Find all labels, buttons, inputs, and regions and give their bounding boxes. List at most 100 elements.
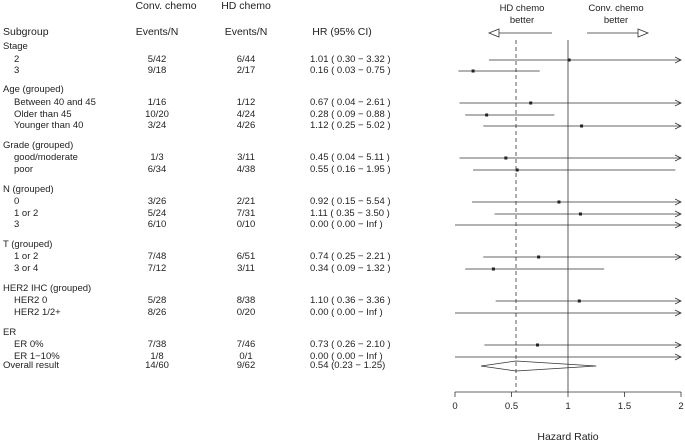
hr-point	[567, 58, 571, 62]
events-hd: 0/20	[236, 307, 256, 318]
ci-arrow	[674, 56, 682, 64]
hr-point	[557, 200, 561, 204]
events-hd: 2/21	[236, 196, 256, 207]
ci-arrow	[674, 99, 682, 107]
hr-point	[580, 124, 584, 128]
events-hd: 6/44	[236, 54, 256, 65]
hr-ci-text: 1.11 ( 0.35 − 3.50 )	[310, 208, 390, 219]
events-conv: 7/12	[147, 263, 167, 274]
hr-point	[504, 156, 508, 160]
events-conv: 3/26	[147, 196, 167, 207]
row-label: Between 40 and 45	[14, 97, 96, 108]
group-label: HER2 IHC (grouped)	[3, 283, 92, 294]
ci-arrow	[674, 297, 682, 305]
events-hd: 3/11	[237, 263, 255, 274]
events-hd: 1/12	[236, 97, 256, 108]
group-label: T (grouped)	[3, 239, 53, 250]
x-tick-label: 1	[565, 401, 570, 412]
events-hd: 6/51	[236, 251, 256, 262]
row-label: Younger than 40	[14, 120, 84, 131]
ci-arrow	[674, 253, 682, 261]
hr-point	[491, 267, 495, 271]
direction-left-label: HD chemo better	[500, 3, 545, 26]
arrow-right-head	[637, 28, 650, 38]
hr-ci-text: 1.12 ( 0.25 − 5.02 )	[310, 120, 391, 131]
events-conv: 1/3	[150, 152, 164, 163]
hr-ci-text: 0.45 ( 0.04 − 5.11 )	[310, 152, 390, 163]
hr-point	[577, 299, 581, 303]
events-hd: 7/31	[236, 208, 256, 219]
hr-point	[529, 101, 533, 105]
hr-ci-text: 0.28 ( 0.09 − 0.88 )	[310, 109, 391, 120]
events-conv: 5/24	[147, 208, 167, 219]
ci-arrow	[674, 154, 682, 162]
events-hd: 4/26	[236, 120, 256, 131]
hr-ci-text: 1.10 ( 0.36 − 3.36 )	[310, 295, 391, 306]
row-label: 3 or 4	[14, 263, 39, 274]
ci-arrow	[674, 309, 682, 317]
events-hd: 4/38	[236, 164, 256, 175]
hr-ci-text: 1.01 ( 0.30 − 3.32 )	[310, 54, 391, 65]
hr-point	[537, 255, 541, 259]
events-hd: 7/46	[236, 339, 256, 350]
events-conv: 9/18	[147, 65, 167, 76]
row-label: ER 1−10%	[14, 351, 60, 362]
events-conv: 14/60	[145, 360, 169, 371]
hr-ci-text: 0.00 ( 0.00 − Inf )	[310, 219, 383, 230]
events-hd: 3/11	[237, 152, 255, 163]
group-label: N (grouped)	[3, 184, 54, 195]
hr-ci-text: 0.73 ( 0.26 − 2.10 )	[310, 339, 391, 350]
events-hd: 8/38	[236, 295, 256, 306]
header-hr-ci: HR (95% CI)	[312, 26, 372, 38]
row-label: good/moderate	[14, 152, 78, 163]
ci-arrow	[674, 221, 682, 229]
events-conv: 5/42	[147, 54, 167, 65]
hr-ci-text: 0.55 ( 0.16 − 1.95 )	[310, 164, 391, 175]
group-label: Grade (grouped)	[3, 140, 74, 151]
hr-point	[471, 69, 475, 73]
header-events-conv: Events/N	[135, 26, 179, 38]
hr-ci-text: 0.00 ( 0.00 − Inf )	[310, 307, 383, 318]
events-conv: 7/38	[147, 339, 167, 350]
row-label: ER 0%	[14, 339, 44, 350]
ci-arrow	[674, 198, 682, 206]
hr-ci-text: 0.00 ( 0.00 − Inf )	[310, 351, 383, 362]
events-hd: 9/62	[236, 360, 256, 371]
row-label: 3	[14, 219, 20, 230]
events-conv: 10/20	[145, 109, 169, 120]
events-hd: 0/10	[236, 219, 256, 230]
overall-diamond	[480, 360, 597, 372]
x-tick-label: 0	[452, 401, 457, 412]
group-label: ER	[3, 327, 17, 338]
row-label: 3	[14, 65, 20, 76]
events-hd: 2/17	[236, 65, 256, 76]
hr-ci-text: 0.54 (0.23 − 1.25)	[310, 360, 386, 371]
events-conv: 5/28	[147, 295, 167, 306]
row-label: HER2 0	[14, 295, 48, 306]
x-tick-label: 2	[678, 401, 683, 412]
x-tick-label: 0.5	[505, 401, 518, 412]
hr-ci-text: 0.16 ( 0.03 − 0.75 )	[310, 65, 391, 76]
hr-point	[485, 113, 489, 117]
hr-point	[578, 212, 582, 216]
overall-label: Overall result	[3, 360, 59, 371]
hr-ci-text: 0.92 ( 0.15 − 5.54 )	[310, 196, 391, 207]
row-label: 1 or 2	[14, 251, 39, 262]
events-hd: 0/1	[239, 351, 253, 362]
events-conv: 8/26	[147, 307, 167, 318]
header-subgroup: Subgroup	[3, 26, 49, 38]
hr-ci-text: 0.67 ( 0.04 − 2.61 )	[310, 97, 391, 108]
hr-ci-text: 0.74 ( 0.25 − 2.21 )	[310, 251, 391, 262]
hr-ci-text: 0.34 ( 0.09 − 1.32 )	[310, 263, 391, 274]
ci-arrow	[674, 341, 682, 349]
hr-point	[515, 168, 519, 172]
events-conv: 6/34	[147, 164, 167, 175]
events-conv: 1/16	[147, 97, 167, 108]
ci-arrow	[674, 210, 682, 218]
row-label: 0	[14, 196, 20, 207]
row-label: 1 or 2	[14, 208, 39, 219]
events-conv: 3/24	[147, 120, 167, 131]
x-tick-label: 1.5	[618, 401, 631, 412]
header-events-hd: Events/N	[224, 26, 268, 38]
